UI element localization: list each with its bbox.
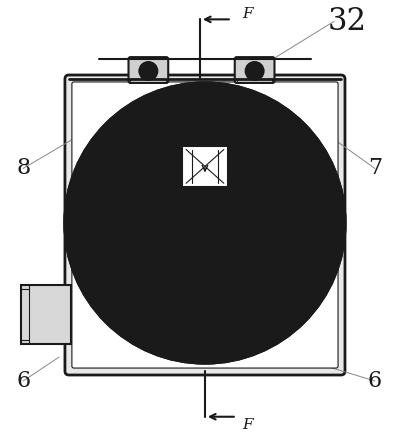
Circle shape [186, 204, 224, 242]
Bar [21, 285, 71, 344]
Circle shape [202, 220, 208, 226]
Text: 6: 6 [16, 370, 30, 392]
Bar [182, 146, 228, 187]
FancyBboxPatch shape [235, 57, 274, 83]
FancyBboxPatch shape [65, 75, 345, 375]
Text: 32: 32 [328, 6, 366, 37]
Circle shape [64, 82, 346, 364]
Text: 6: 6 [368, 370, 382, 392]
Circle shape [144, 67, 152, 75]
FancyBboxPatch shape [128, 57, 168, 83]
Text: 8: 8 [16, 157, 30, 179]
Circle shape [246, 62, 264, 80]
Circle shape [175, 193, 235, 253]
Text: F: F [242, 418, 253, 432]
FancyBboxPatch shape [72, 82, 338, 368]
Text: F: F [242, 7, 253, 21]
Circle shape [140, 62, 157, 80]
Circle shape [109, 126, 301, 320]
Circle shape [251, 67, 258, 75]
Text: 7: 7 [368, 157, 382, 179]
